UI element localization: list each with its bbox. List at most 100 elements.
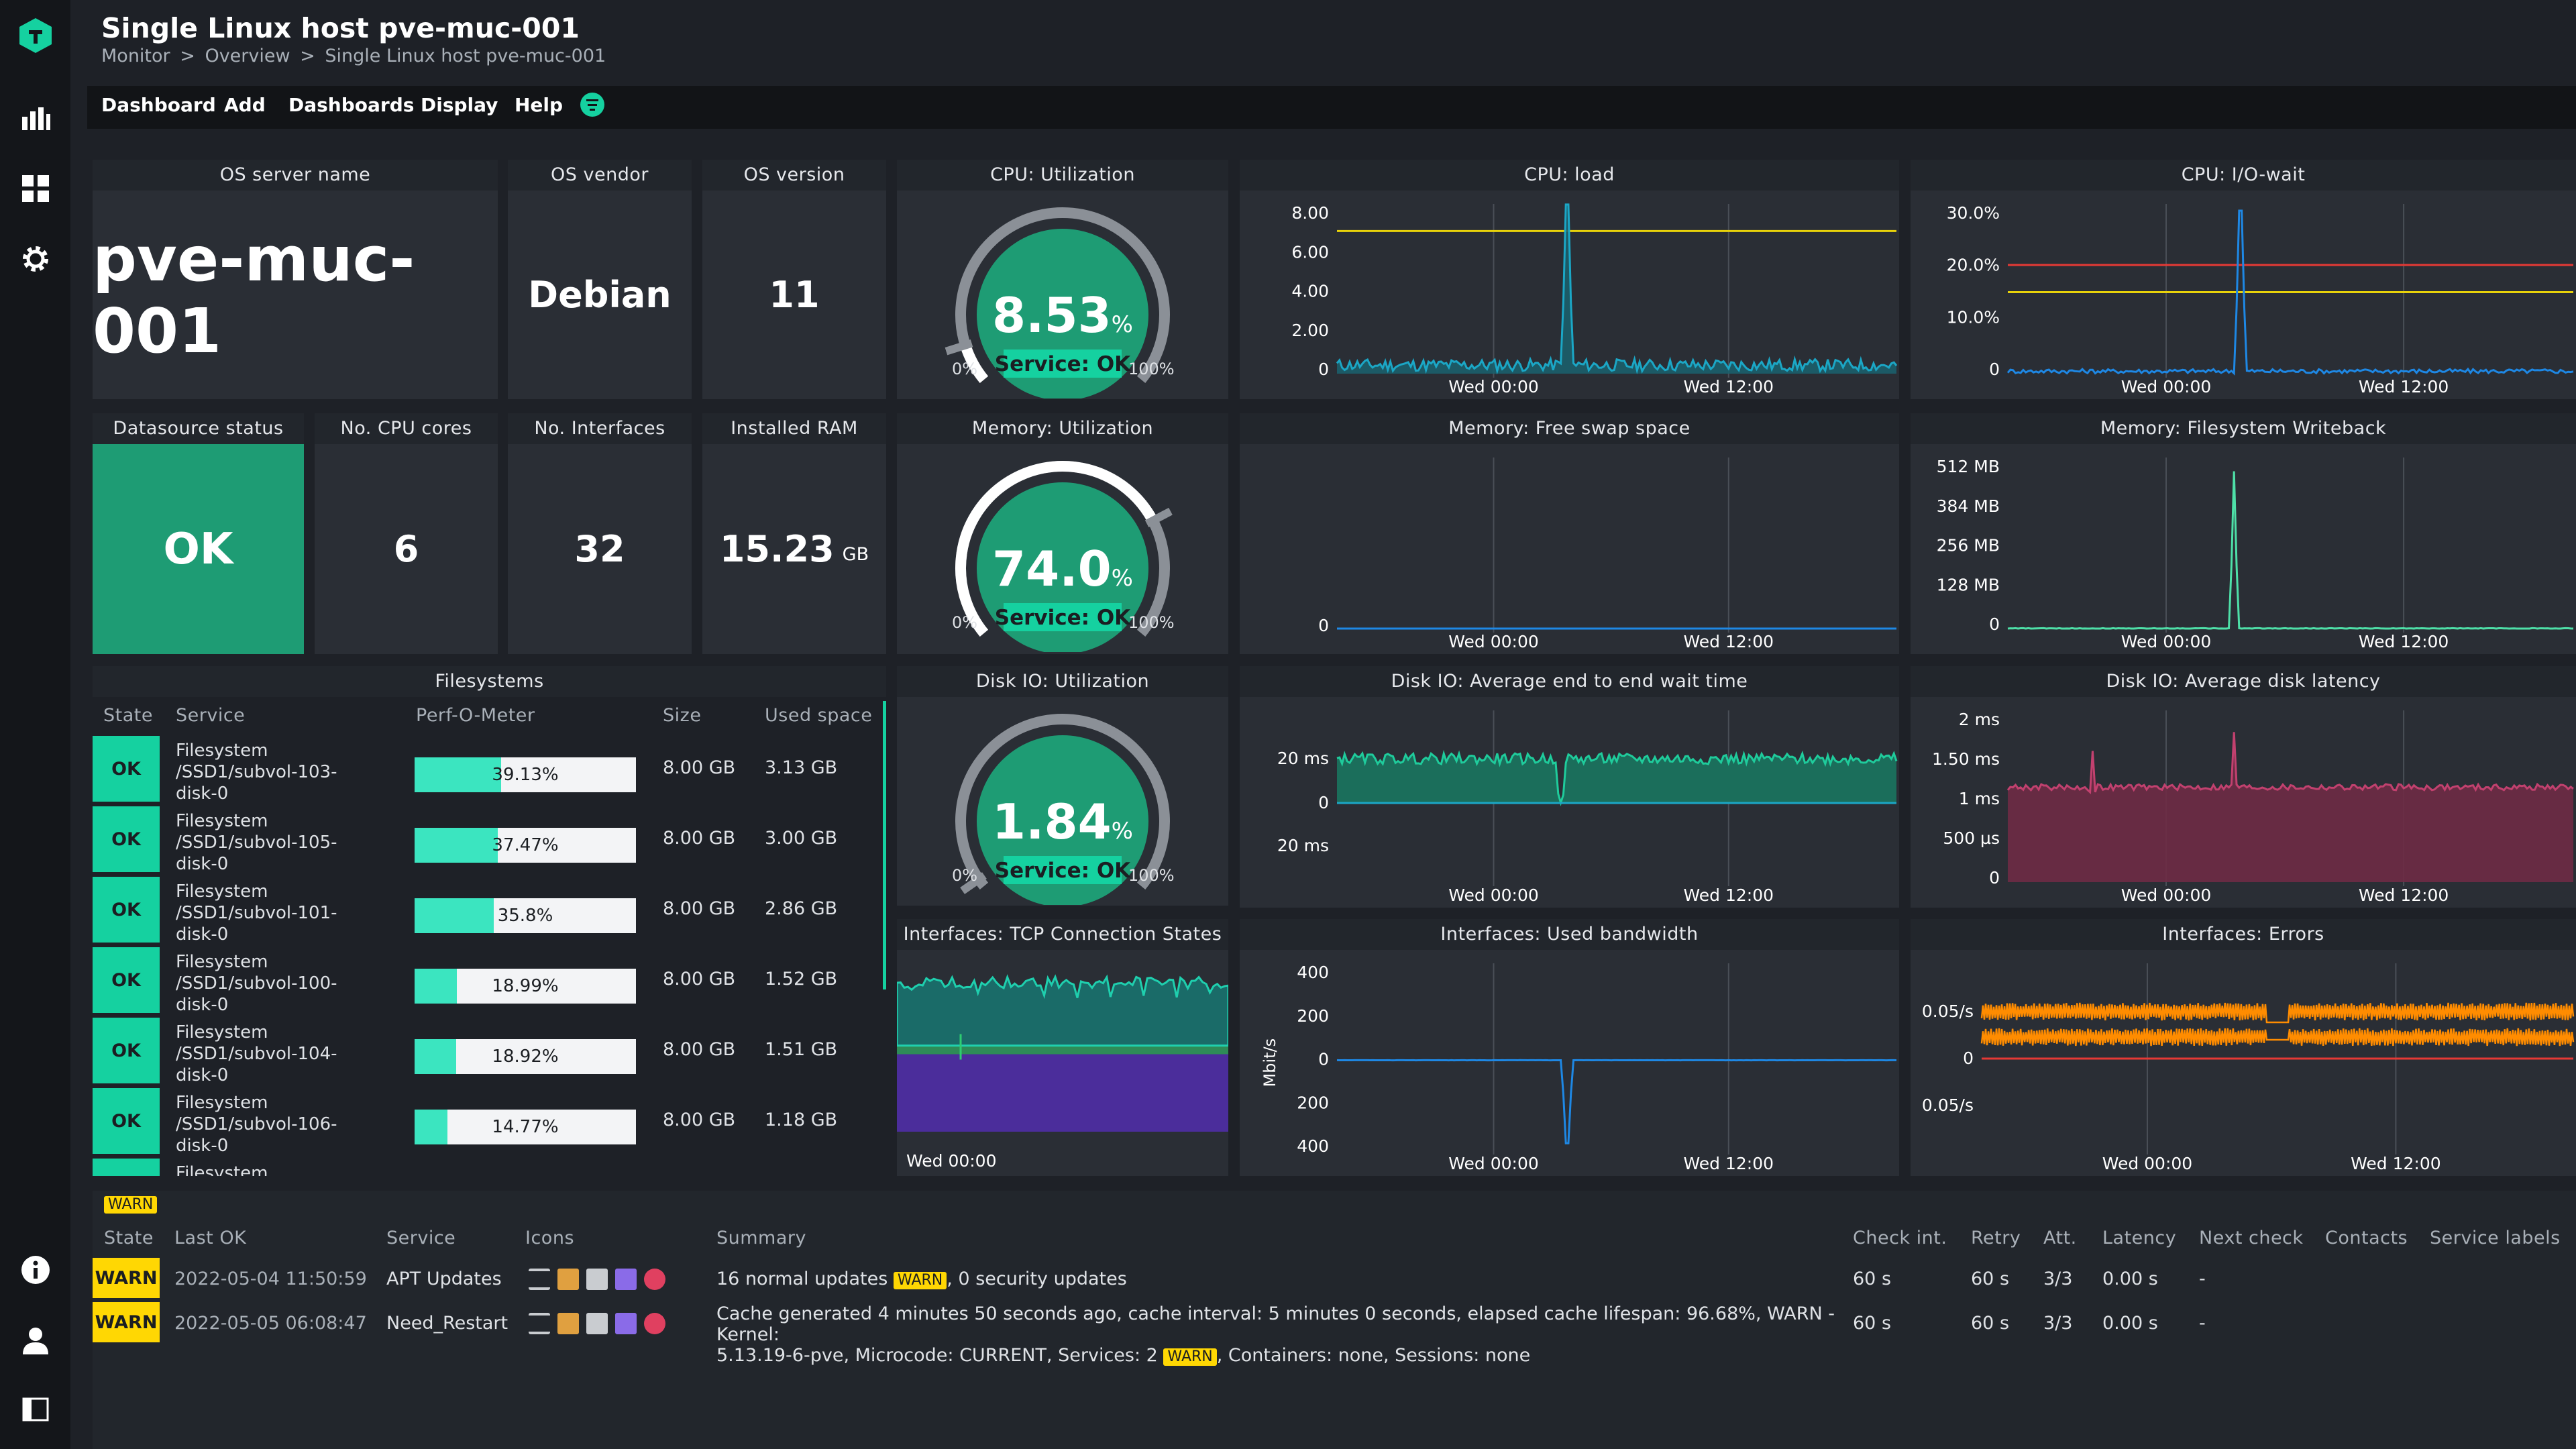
table-row[interactable]: OK Filesystem/SSD1/subvol-104- disk-0 18.…: [93, 1016, 886, 1086]
service-name-line: Filesystem: [176, 741, 268, 761]
service-name[interactable]: Filesystem/SSD1/subvol-104- disk-0: [176, 1022, 357, 1086]
breadcrumb-overview[interactable]: Overview: [205, 46, 290, 66]
column-icons[interactable]: Icons: [525, 1228, 575, 1248]
y-tick-label: 384 MB: [1937, 496, 2000, 516]
table-row[interactable]: OK Filesystem/SSD1/subvol-106- disk-0 14.…: [93, 1087, 886, 1157]
chart-panel-cpu-iowait: CPU: I/O-wait Wed 00:00 Wed 12:00 30.0% 20.0…: [1911, 160, 2576, 399]
x-tick-label: Wed 12:00: [2351, 1154, 2441, 1173]
x-tick-label: Wed 12:00: [2359, 632, 2449, 651]
column-service[interactable]: Service: [386, 1228, 456, 1248]
column-perf-o-meter[interactable]: Perf-O-Meter: [416, 705, 535, 726]
column-latency[interactable]: Latency: [2102, 1228, 2177, 1248]
size-cell: 8.00 GB: [663, 1110, 736, 1130]
table-row[interactable]: OK Filesystem/SSD1/subvol-100- disk-0 18.…: [93, 946, 886, 1016]
column-size[interactable]: Size: [663, 705, 702, 726]
cpu-cores-panel: No. CPU cores 6: [315, 413, 498, 654]
table-row[interactable]: OK Filesystem 899.25: [93, 1157, 886, 1176]
info-icon[interactable]: [15, 1249, 56, 1291]
filter-icon[interactable]: [580, 93, 604, 117]
target-icon[interactable]: [644, 1269, 665, 1290]
column-summary[interactable]: Summary: [716, 1228, 806, 1248]
service-name[interactable]: Filesystem/SSD1/subvol-106- disk-0: [176, 1092, 357, 1157]
column-service-labels[interactable]: Service labels: [2430, 1228, 2561, 1248]
gauge-value: 1.84%: [992, 794, 1133, 850]
column-used-space[interactable]: Used space: [765, 705, 873, 726]
chart-panel-disk-latency: Disk IO: Average disk latency Wed 00:00 We…: [1911, 666, 2576, 908]
panel-title: CPU: I/O-wait: [1911, 160, 2576, 191]
service-name-line: Filesystem: [176, 1093, 268, 1113]
y-tick-label: 0.05/s: [1922, 1095, 1974, 1115]
service-name[interactable]: Filesystem/SSD1/subvol-105- disk-0: [176, 810, 357, 875]
target-icon[interactable]: [644, 1313, 665, 1334]
user-icon[interactable]: [15, 1320, 56, 1361]
service-name-line: disk-0: [176, 1136, 229, 1156]
column-retry[interactable]: Retry: [1971, 1228, 2021, 1248]
graph-icon[interactable]: [615, 1313, 637, 1334]
breadcrumb-monitor[interactable]: Monitor: [101, 46, 170, 66]
panel-title: Disk IO: Utilization: [897, 666, 1228, 697]
size-cell: 8.00 GB: [663, 1039, 736, 1060]
hat-icon[interactable]: [557, 1313, 579, 1334]
service-name[interactable]: Need_Restart: [386, 1313, 508, 1334]
y-tick-label: 0: [1318, 360, 1329, 379]
table-row[interactable]: WARN 2022-05-04 11:50:59 APT Updates 16 …: [93, 1258, 2576, 1299]
y-tick-label: 30.0%: [1947, 203, 2000, 223]
graph-icon[interactable]: [615, 1269, 637, 1290]
table-row[interactable]: OK Filesystem/SSD1/subvol-105- disk-0 37.…: [93, 805, 886, 875]
sidebar-toggle-icon[interactable]: [15, 1389, 56, 1430]
stack-layer-1: [897, 1045, 1228, 1055]
menu-display[interactable]: Display: [421, 94, 498, 116]
monitor-chart-icon[interactable]: [15, 97, 56, 139]
state-badge: OK: [93, 806, 160, 872]
sidebar: [0, 0, 70, 1449]
attempts-cell: 3/3: [2043, 1269, 2073, 1289]
column-last-ok[interactable]: Last OK: [174, 1228, 247, 1248]
column-state[interactable]: State: [103, 705, 153, 726]
dashboard-grid-icon[interactable]: [15, 168, 56, 209]
service-name[interactable]: Filesystem: [176, 1163, 357, 1176]
service-name-line: disk-0: [176, 995, 229, 1015]
gauge-2: 1.84% Service: OK 0% 100%: [952, 714, 1175, 905]
menu-dashboards[interactable]: Dashboards: [288, 94, 415, 116]
panel-title: Disk IO: Average end to end wait time: [1240, 666, 1899, 697]
service-name[interactable]: Filesystem/SSD1/subvol-101- disk-0: [176, 881, 357, 945]
series-line-1: [1980, 1028, 2575, 1046]
warn-badge: WARN: [893, 1272, 947, 1289]
settings-gear-icon[interactable]: [15, 238, 56, 280]
table-row[interactable]: WARN 2022-05-05 06:08:47 Need_Restart Ca…: [93, 1302, 2576, 1366]
panel-title: CPU: Utilization: [897, 160, 1228, 191]
x-tick-label: Wed 00:00: [1448, 632, 1539, 651]
used-space-cell: 1.52 GB: [765, 969, 838, 989]
logo-icon[interactable]: [15, 15, 56, 56]
column-contacts[interactable]: Contacts: [2325, 1228, 2408, 1248]
terminal-icon[interactable]: [586, 1313, 608, 1334]
menu-add[interactable]: Add: [224, 94, 266, 116]
service-name[interactable]: APT Updates: [386, 1269, 502, 1289]
hat-icon[interactable]: [557, 1269, 579, 1290]
gauge-status-label: Service: OK: [995, 606, 1131, 630]
column-check-int[interactable]: Check int.: [1853, 1228, 1947, 1248]
column-att[interactable]: Att.: [2043, 1228, 2077, 1248]
menu-dashboard[interactable]: Dashboard: [101, 94, 216, 116]
chart-panel-mem-swap: Memory: Free swap space Wed 00:00 Wed 12:0…: [1240, 413, 1899, 654]
used-space-cell: 1.51 GB: [765, 1039, 838, 1060]
service-name-line: /SSD1/subvol-100-: [176, 973, 337, 994]
panel-title: OS vendor: [508, 160, 692, 191]
scrollbar[interactable]: [883, 701, 886, 989]
panel-title: Filesystems: [93, 666, 886, 697]
service-name[interactable]: Filesystem/SSD1/subvol-103- disk-0: [176, 740, 357, 804]
menu-icon[interactable]: [529, 1269, 550, 1290]
y-tick-label: 2.00: [1291, 321, 1329, 340]
menu-help[interactable]: Help: [515, 94, 564, 116]
column-state[interactable]: State: [104, 1228, 154, 1248]
menu-icon[interactable]: [529, 1313, 550, 1334]
table-row[interactable]: OK Filesystem/SSD1/subvol-101- disk-0 35.…: [93, 875, 886, 945]
gauge-status-band: [1004, 856, 1122, 884]
service-name[interactable]: Filesystem/SSD1/subvol-100- disk-0: [176, 951, 357, 1016]
table-row[interactable]: OK Filesystem/SSD1/subvol-103- disk-0 39.…: [93, 735, 886, 804]
summary-text: , 0 security updates: [947, 1269, 1127, 1289]
column-service[interactable]: Service: [176, 705, 246, 726]
terminal-icon[interactable]: [586, 1269, 608, 1290]
y-tick-label: 6.00: [1291, 242, 1329, 262]
column-next-check[interactable]: Next check: [2199, 1228, 2304, 1248]
